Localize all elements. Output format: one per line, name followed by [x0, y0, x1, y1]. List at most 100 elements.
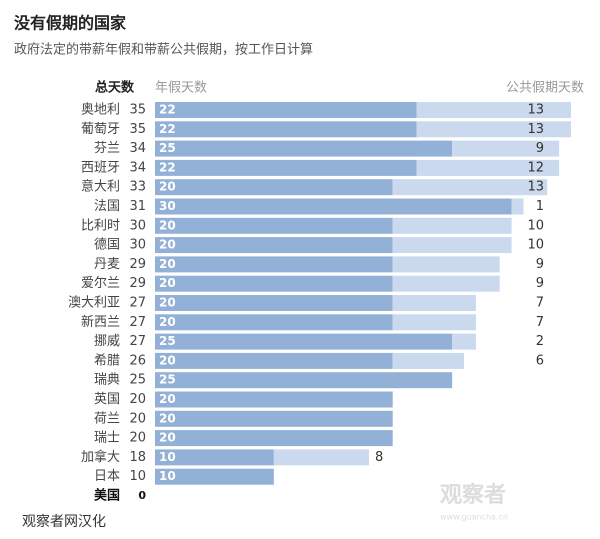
total-label: 27: [129, 296, 146, 311]
bar-segment: [155, 372, 453, 389]
total-label: 20: [129, 431, 146, 446]
value-label: 10: [159, 469, 176, 483]
bar-segment: [392, 295, 476, 311]
total-label: 25: [129, 373, 146, 388]
value-label: 20: [159, 296, 176, 310]
total-label: 35: [129, 122, 146, 137]
category-label: 奥地利: [81, 103, 120, 118]
bar-segment: [392, 179, 548, 196]
value-label: 13: [527, 103, 544, 118]
value-label: 20: [159, 180, 176, 194]
category-label: 澳大利亚: [68, 295, 120, 311]
bar-segment: [452, 333, 476, 350]
value-label: 13: [527, 180, 544, 195]
bar-segment: [416, 102, 571, 118]
bar-segment: [392, 314, 476, 331]
category-label: 瑞士: [94, 431, 120, 446]
value-label: 1: [536, 199, 544, 214]
bar-segment: [392, 237, 512, 254]
bar-segment: [416, 121, 571, 138]
total-label: 30: [129, 238, 146, 253]
value-label: 8: [375, 450, 383, 465]
value-label: 20: [159, 353, 176, 367]
value-label: 22: [159, 122, 176, 136]
category-label: 美国: [94, 488, 120, 504]
value-label: 25: [159, 334, 176, 348]
value-label: 20: [159, 218, 176, 232]
value-label: 25: [159, 373, 176, 387]
value-label: 22: [159, 103, 176, 117]
total-label: 35: [129, 103, 146, 118]
totals-header: 总天数: [95, 80, 135, 96]
category-label: 希腊: [94, 353, 120, 368]
category-label: 荷兰: [94, 411, 120, 426]
total-label: 18: [129, 450, 146, 465]
category-label: 比利时: [81, 218, 120, 233]
category-label: 挪威: [94, 334, 120, 349]
watermark: 观察者: [440, 482, 506, 508]
total-label: 31: [129, 199, 146, 214]
bar-segment: [452, 140, 560, 157]
category-label: 芬兰: [94, 141, 120, 156]
total-label: 27: [129, 315, 146, 330]
value-label: 9: [536, 257, 544, 272]
value-label: 9: [536, 141, 544, 156]
bar-segment: [155, 102, 417, 118]
total-label: 33: [129, 180, 146, 195]
category-label: 新西兰: [81, 314, 120, 330]
category-label: 爱尔兰: [81, 276, 120, 291]
bar-segment: [155, 237, 393, 254]
value-label: 13: [527, 122, 544, 137]
total-label: 29: [129, 257, 146, 272]
chart-subtitle: 政府法定的带薪年假和带薪公共假期，按工作日计算: [14, 42, 313, 58]
category-label: 加拿大: [81, 449, 120, 465]
bar-segment: [155, 198, 512, 215]
bar-segment: [273, 449, 369, 466]
bar-segment: [155, 468, 274, 485]
total-label: 10: [129, 469, 146, 484]
bar-segment: [155, 217, 393, 234]
value-label: 30: [159, 199, 176, 213]
value-label: 20: [159, 238, 176, 252]
total-label: 20: [129, 392, 146, 407]
value-label: 2: [536, 334, 544, 349]
bar-segment: [155, 295, 393, 311]
bar-segment: [155, 256, 393, 273]
bar-segment: [392, 256, 500, 273]
bar-segment: [155, 410, 393, 427]
value-label: 22: [159, 160, 176, 174]
category-label: 德国: [94, 238, 120, 253]
category-label: 英国: [94, 392, 120, 407]
bar-segment: [155, 333, 453, 350]
bar-segment: [511, 198, 524, 215]
value-label: 9: [536, 276, 544, 291]
value-label: 20: [159, 392, 176, 406]
bar-segment: [155, 449, 274, 466]
value-label: 7: [536, 296, 544, 311]
bar-segment: [155, 430, 393, 447]
legend-label: 年假天数: [155, 81, 207, 96]
total-label: 29: [129, 276, 146, 291]
source: 观察者网汉化: [22, 513, 106, 530]
value-label: 20: [159, 411, 176, 425]
watermark: www.guancha.cn: [440, 513, 508, 522]
total-label: 27: [129, 334, 146, 349]
value-label: 10: [527, 218, 544, 233]
value-label: 7: [536, 315, 544, 330]
value-label: 10: [159, 450, 176, 464]
chart-title: 没有假期的国家: [14, 14, 127, 33]
bar-segment: [155, 391, 393, 408]
bar-segment: [155, 275, 393, 292]
value-label: 20: [159, 257, 176, 271]
total-label: 20: [129, 411, 146, 426]
category-label: 日本: [94, 469, 120, 484]
total-label: 0: [138, 489, 146, 502]
bar-segment: [155, 352, 393, 369]
value-label: 12: [527, 160, 544, 175]
legend-label: 公共假期天数: [506, 81, 584, 96]
category-label: 法国: [94, 199, 120, 214]
total-label: 34: [129, 160, 146, 175]
total-label: 30: [129, 218, 146, 233]
bar-segment: [392, 217, 512, 234]
